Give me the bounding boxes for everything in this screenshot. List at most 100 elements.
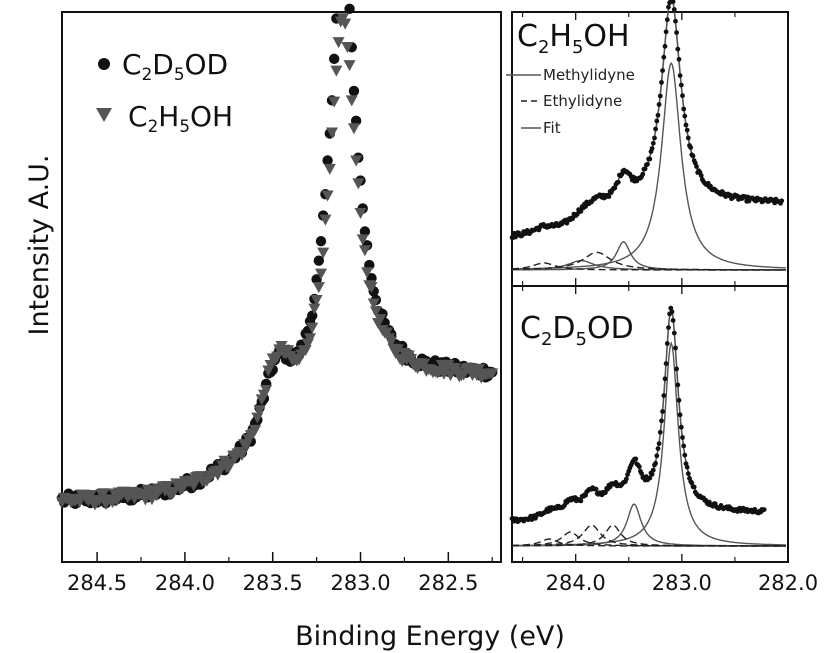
inset-data-point bbox=[681, 106, 687, 112]
data-point-c2h5oh bbox=[365, 281, 378, 293]
data-point-c2h5oh bbox=[73, 496, 86, 508]
inset-data-point bbox=[680, 93, 685, 99]
data-point-c2h5oh bbox=[306, 322, 319, 334]
inset-data-point bbox=[681, 443, 687, 449]
data-point-c2d5od bbox=[348, 85, 360, 97]
inset-top-chart: C2H5OH Methylidyne Ethylidyne Fit bbox=[506, 0, 789, 287]
legend-marker-c2h5oh bbox=[96, 108, 112, 122]
inset-data-point bbox=[674, 366, 679, 372]
ethylidyne-component bbox=[511, 262, 786, 271]
inset-data-point bbox=[669, 309, 675, 315]
inset-data-point bbox=[662, 43, 668, 49]
x-tick-label: 283.0 bbox=[330, 571, 390, 595]
inset-data-point bbox=[675, 46, 681, 52]
data-point-c2h5oh bbox=[235, 449, 248, 461]
y-axis-title: Intensity A.U. bbox=[24, 154, 55, 335]
data-point-c2h5oh bbox=[260, 385, 273, 397]
inset-data-point bbox=[691, 484, 697, 490]
data-point-c2h5oh bbox=[350, 155, 363, 167]
data-point-c2h5oh bbox=[330, 65, 343, 77]
ethylidyne-component bbox=[512, 524, 786, 547]
inset-data-point bbox=[663, 29, 669, 35]
inset-data-point bbox=[761, 507, 767, 512]
inset-data-point bbox=[661, 54, 667, 60]
inset-data-point bbox=[670, 0, 676, 5]
x-axis-title: Binding Energy (eV) bbox=[295, 621, 565, 652]
data-point-c2h5oh bbox=[319, 214, 332, 226]
inset-data-point bbox=[659, 80, 664, 85]
inset-bottom-title: C2D5OD bbox=[520, 311, 634, 350]
inset-data-point bbox=[684, 127, 690, 133]
inset-bottom-ticks: 284.0 283.0 282.0 bbox=[522, 286, 818, 595]
inset-data-point bbox=[666, 4, 671, 10]
data-point-c2h5oh bbox=[251, 412, 264, 424]
inset-data-point bbox=[673, 18, 678, 24]
inset-data-point bbox=[675, 382, 681, 388]
inset-data-point bbox=[678, 424, 684, 430]
data-point-c2h5oh bbox=[361, 267, 374, 279]
data-point-c2h5oh bbox=[317, 247, 330, 259]
inset-data-point bbox=[689, 480, 695, 486]
inset-data-point bbox=[680, 435, 685, 440]
inset-data-point bbox=[664, 341, 670, 346]
ethylidyne-component bbox=[511, 538, 786, 547]
inset-data-point bbox=[664, 17, 670, 23]
data-point-c2h5oh bbox=[367, 298, 380, 310]
data-point-c2h5oh bbox=[473, 363, 486, 375]
legend-label-c2d5od: C2D5OD bbox=[122, 48, 228, 84]
inset-data-point bbox=[657, 429, 663, 435]
data-point-c2d5od bbox=[322, 155, 333, 166]
data-point-c2h5oh bbox=[352, 178, 365, 190]
legend-marker-c2d5od bbox=[98, 58, 110, 70]
inset-data-point bbox=[578, 498, 584, 504]
inset-data-point bbox=[685, 135, 691, 141]
x-tick-label: 284.0 bbox=[546, 571, 606, 595]
data-point-c2h5oh bbox=[341, 42, 354, 54]
inset-data-point bbox=[653, 126, 658, 132]
inset-data-point bbox=[668, 305, 674, 311]
legend-label-ethylidyne: Ethylidyne bbox=[543, 92, 622, 110]
inset-data-point bbox=[671, 7, 677, 12]
data-point-c2h5oh bbox=[380, 327, 393, 339]
data-point-c2h5oh bbox=[97, 488, 110, 500]
inset-data-point bbox=[649, 146, 655, 151]
data-point-c2h5oh bbox=[310, 294, 323, 306]
x-tick-label: 284.5 bbox=[67, 571, 127, 595]
x-tick-label: 283.0 bbox=[652, 571, 712, 595]
x-tick-label: 282.5 bbox=[418, 571, 478, 595]
inset-data-point bbox=[650, 140, 656, 146]
data-point-c2h5oh bbox=[356, 234, 369, 246]
data-point-c2h5oh bbox=[253, 405, 266, 417]
inset-data-point bbox=[661, 393, 667, 398]
inset-bottom-frame bbox=[511, 285, 789, 563]
inset-data-point bbox=[688, 145, 694, 151]
data-point-c2h5oh bbox=[167, 486, 180, 498]
inset-data-point bbox=[633, 456, 639, 462]
data-point-c2h5oh bbox=[312, 282, 325, 294]
inset-data-point bbox=[666, 325, 671, 330]
data-point-c2h5oh bbox=[84, 489, 97, 501]
main-chart: 284.5 284.0 283.5 283.0 282.5 C2D5OD C2H5OH … bbox=[24, 3, 565, 652]
data-point-c2d5od bbox=[307, 310, 318, 321]
inset-data-point bbox=[656, 441, 662, 446]
data-point-c2h5oh bbox=[225, 458, 238, 470]
inset-data-point bbox=[624, 476, 629, 482]
data-point-c2h5oh bbox=[187, 480, 200, 492]
data-point-c2h5oh bbox=[328, 96, 341, 108]
inset-data-point bbox=[657, 93, 663, 99]
data-point-c2h5oh bbox=[323, 163, 336, 175]
data-point-c2h5oh bbox=[347, 123, 360, 135]
inset-data-point bbox=[612, 185, 618, 191]
data-point-c2h5oh bbox=[486, 368, 499, 380]
inset-data-point bbox=[603, 490, 608, 495]
data-point-c2h5oh bbox=[176, 483, 189, 495]
data-point-c2h5oh bbox=[374, 314, 387, 326]
data-point-c2h5oh bbox=[444, 370, 457, 382]
data-point-c2h5oh bbox=[418, 358, 431, 370]
data-point-c2h5oh bbox=[308, 303, 321, 315]
inset-data-point bbox=[650, 467, 656, 473]
inset-data-point bbox=[676, 397, 682, 403]
data-point-c2h5oh bbox=[249, 424, 262, 436]
inset-data-point bbox=[670, 318, 676, 323]
